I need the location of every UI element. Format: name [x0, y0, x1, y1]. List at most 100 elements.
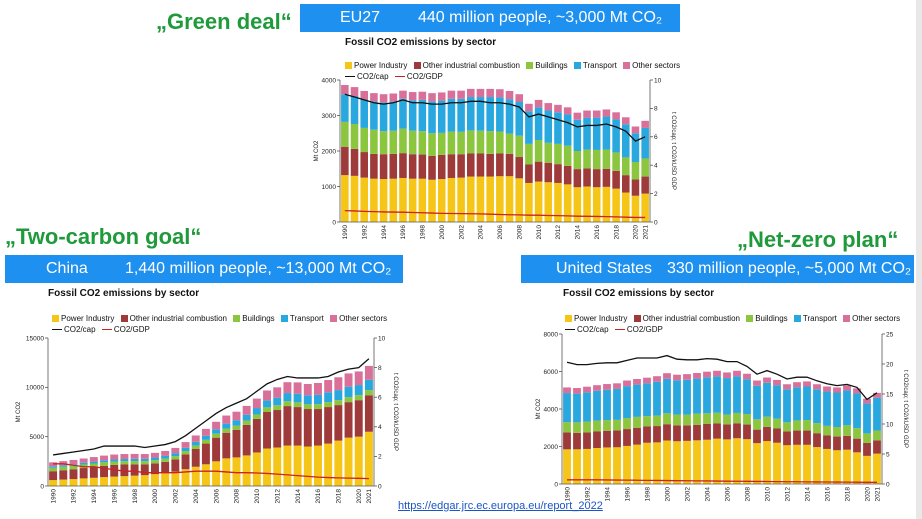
bar-power-industry [49, 480, 58, 486]
bar-other-sectors [242, 405, 251, 415]
bar-buildings [525, 143, 533, 165]
bar-other-sectors [130, 453, 139, 459]
bar-power-industry [743, 439, 751, 484]
bar-power-industry [364, 431, 373, 486]
bar-transport [505, 99, 514, 134]
x-tick-label: 1992 [361, 225, 368, 240]
y-tick-label: 2000 [322, 148, 337, 155]
bar-other-sectors [723, 372, 731, 379]
bar-buildings [573, 422, 581, 433]
bar-power-industry [252, 452, 261, 486]
bar-transport [663, 378, 671, 414]
right-edge-strip [916, 0, 922, 519]
bar-other-sectors [283, 382, 292, 394]
bar-other-sectors [171, 447, 180, 454]
bar-other-sectors [602, 109, 611, 117]
bar-other-industrial [252, 418, 261, 453]
x-tick-label: 2000 [439, 225, 446, 240]
bar-other-sectors [753, 380, 761, 386]
bar-power-industry [583, 448, 591, 484]
bar-transport [151, 457, 159, 461]
bar-power-industry [723, 439, 731, 485]
bar-power-industry [673, 441, 681, 484]
bar-buildings [673, 414, 681, 426]
bar-buildings [663, 413, 671, 425]
bar-power-industry [713, 438, 721, 485]
bar-buildings [467, 130, 475, 154]
bar-buildings [544, 142, 553, 163]
bar-other-industrial [773, 428, 781, 443]
bar-other-industrial [314, 409, 322, 446]
bar-buildings [803, 420, 811, 431]
bar-buildings [171, 456, 180, 460]
band-region-us: United States [556, 260, 653, 277]
bar-other-industrial [853, 438, 861, 453]
bar-buildings [773, 418, 781, 429]
y-tick-label: 0 [554, 481, 558, 488]
bar-buildings [763, 416, 771, 427]
bar-power-industry [525, 182, 533, 222]
chart-title-eu27: Fossil CO2 emissions by sector [345, 37, 497, 48]
bar-buildings [476, 130, 485, 154]
bar-other-industrial [496, 153, 504, 177]
bar-buildings [813, 423, 821, 434]
bar-transport [418, 99, 427, 132]
bar-transport [49, 466, 58, 468]
bar-other-sectors [201, 428, 210, 436]
y2-tick-label: 4 [654, 162, 658, 169]
source-link[interactable]: https://edgar.jrc.ec.europa.eu/report_20… [398, 500, 603, 512]
bar-transport [273, 397, 282, 406]
bar-power-industry [334, 440, 343, 486]
bar-power-industry [663, 440, 671, 484]
bar-power-industry [613, 447, 621, 484]
x-tick-label: 1992 [584, 487, 591, 502]
bar-power-industry [212, 461, 221, 486]
bar-transport [643, 383, 651, 417]
bar-buildings [232, 425, 241, 430]
bar-transport [753, 385, 761, 420]
bar-buildings [201, 439, 210, 444]
bar-buildings [703, 413, 711, 424]
bar-transport [354, 385, 363, 396]
bar-transport [873, 397, 881, 431]
bar-other-industrial [573, 432, 581, 450]
bar-other-industrial [873, 440, 881, 454]
bar-transport [191, 441, 200, 446]
bar-buildings [554, 143, 562, 165]
y-axis-label: Mt CO2 [16, 401, 22, 422]
bar-transport [525, 111, 533, 144]
y2-tick-label: 2 [378, 454, 382, 461]
bar-buildings [437, 132, 446, 155]
bar-buildings [69, 465, 78, 470]
bar-other-industrial [743, 424, 751, 440]
legend-transport: Transport [793, 313, 837, 324]
legend-other-industrial: Other industrial combustion [413, 60, 520, 71]
bar-other-industrial [467, 153, 475, 177]
bar-transport [110, 459, 119, 462]
bar-other-sectors [873, 392, 881, 398]
bar-other-sectors [476, 88, 485, 98]
x-tick-label: 1994 [604, 487, 611, 502]
bar-buildings [823, 425, 831, 436]
bar-power-industry [140, 475, 149, 486]
bar-power-industry [753, 443, 761, 485]
legend-co2-cap: CO2/cap [565, 324, 609, 335]
bar-buildings [350, 124, 359, 149]
x-tick-label: 2012 [784, 487, 791, 502]
bar-other-industrial [79, 468, 88, 479]
bar-other-sectors [334, 377, 343, 391]
bar-other-industrial [151, 463, 159, 475]
bar-power-industry [389, 178, 398, 222]
bar-power-industry [379, 179, 388, 222]
bar-power-industry [171, 471, 180, 486]
bar-other-industrial [573, 169, 582, 188]
bar-power-industry [354, 436, 363, 486]
bar-other-industrial [592, 169, 601, 188]
bar-transport [515, 102, 523, 136]
bar-other-industrial [344, 402, 353, 438]
bar-power-industry [793, 444, 801, 484]
bar-transport [447, 98, 456, 132]
bar-buildings [242, 420, 251, 425]
x-tick-label: 1998 [644, 487, 651, 502]
bar-transport [161, 455, 170, 459]
